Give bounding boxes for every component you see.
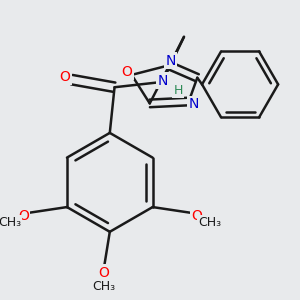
Text: N: N [158,74,168,88]
Text: N: N [188,98,199,111]
Text: CH₃: CH₃ [0,216,22,229]
Text: O: O [122,65,132,79]
Text: N: N [166,54,176,68]
Text: O: O [60,70,70,84]
Text: CH₃: CH₃ [92,280,116,292]
Text: O: O [191,208,202,223]
Text: O: O [18,208,29,223]
Text: O: O [99,266,110,280]
Text: H: H [174,84,183,97]
Text: CH₃: CH₃ [198,216,221,229]
